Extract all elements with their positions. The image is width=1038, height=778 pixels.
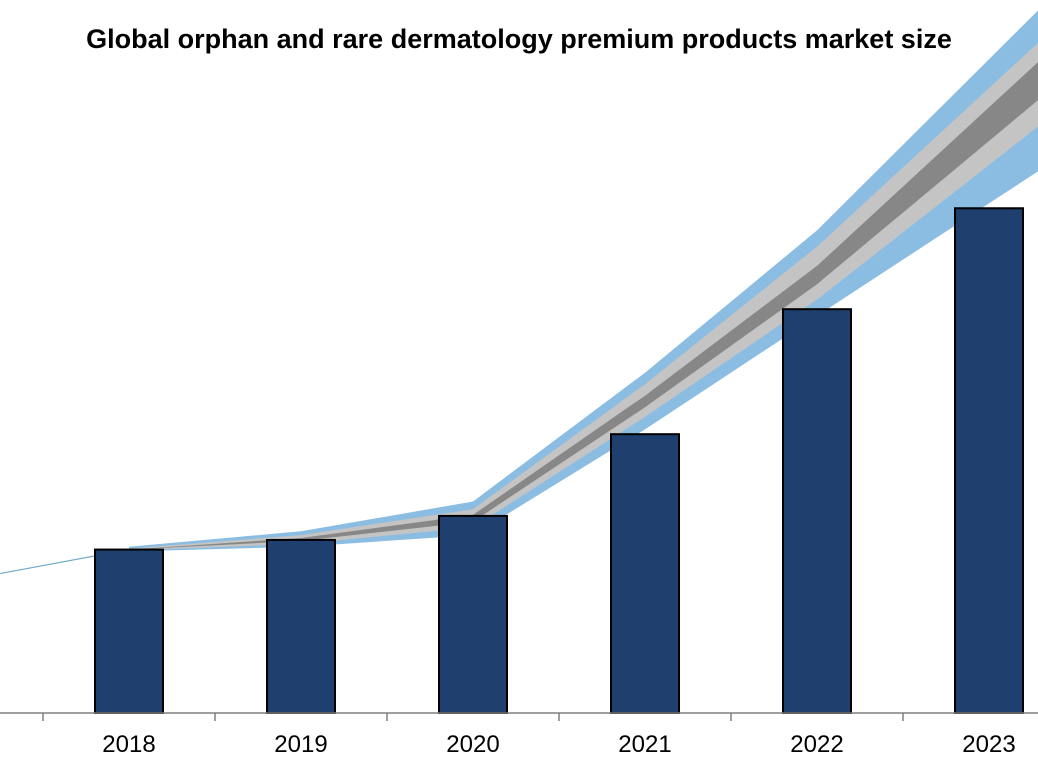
chart-title: Global orphan and rare dermatology premi… (86, 24, 952, 54)
forecast-band-inner (129, 42, 1038, 551)
x-tick-label-2019: 2019 (274, 731, 327, 758)
x-tick-label-2018: 2018 (102, 731, 155, 758)
x-tick-label-2020: 2020 (446, 731, 499, 758)
x-tick-label-2021: 2021 (618, 731, 671, 758)
bar-2020 (438, 514, 508, 715)
x-axis: 2018 2019 2020 2021 2022 2023 (0, 712, 1038, 758)
forecast-band (0, 10, 1038, 575)
bar-2022 (782, 308, 852, 714)
bar-2021 (610, 433, 680, 714)
forecast-band-outer (129, 10, 1038, 552)
bar-2018 (94, 548, 164, 714)
bar-2023 (954, 207, 1024, 714)
forecast-band-core (129, 62, 1038, 550)
bar-2019 (266, 538, 336, 715)
x-tick-label-2023: 2023 (962, 731, 1015, 758)
x-tick-label-2022: 2022 (790, 731, 843, 758)
